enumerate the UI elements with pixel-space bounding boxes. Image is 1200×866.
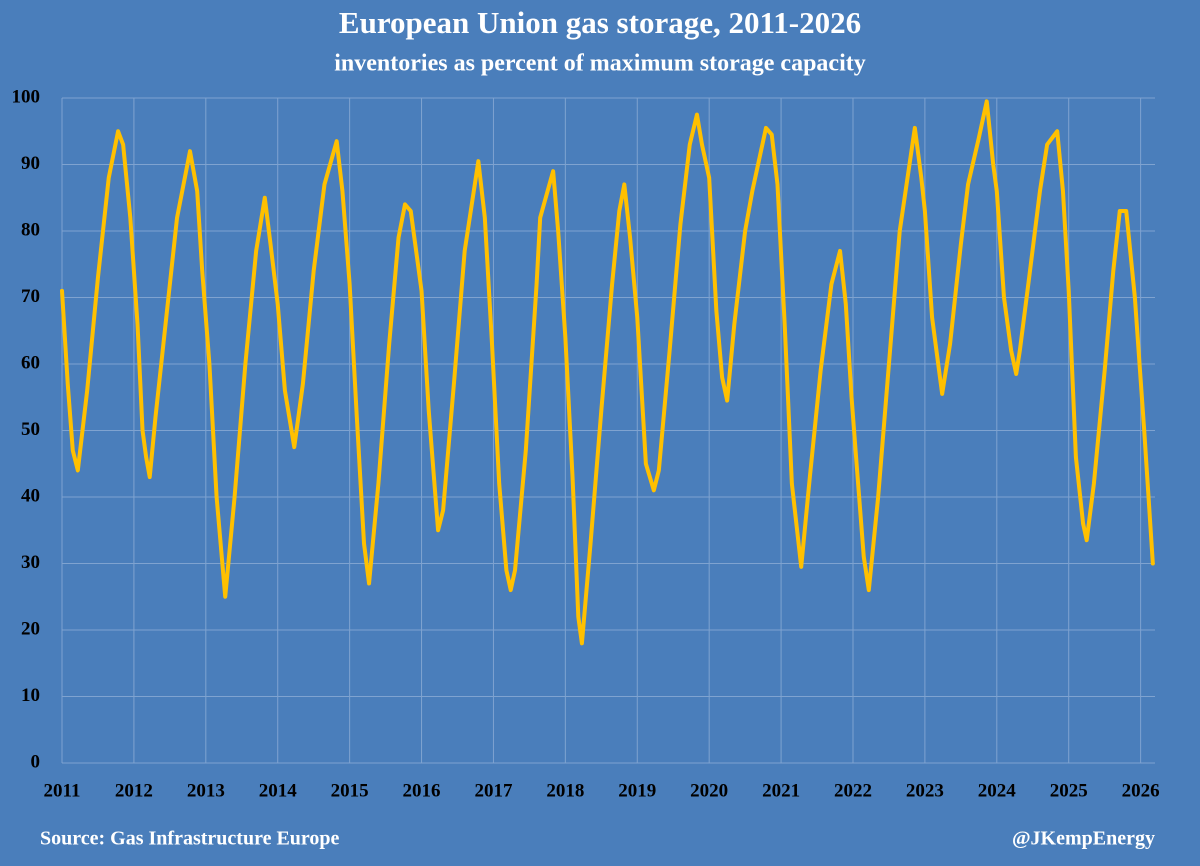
y-tick-label: 30 <box>21 552 40 573</box>
x-tick-label: 2022 <box>834 780 872 801</box>
credit: @JKempEnergy <box>1012 828 1155 850</box>
x-tick-label: 2013 <box>187 780 225 801</box>
x-tick-label: 2016 <box>403 780 441 801</box>
y-tick-label: 80 <box>21 219 40 240</box>
y-tick-label: 0 <box>31 751 41 772</box>
x-tick-label: 2012 <box>115 780 153 801</box>
chart-title: European Union gas storage, 2011-2026 <box>339 5 861 40</box>
x-tick-label: 2021 <box>762 780 800 801</box>
y-tick-label: 70 <box>21 286 40 307</box>
x-tick-label: 2019 <box>618 780 656 801</box>
chart-subtitle: inventories as percent of maximum storag… <box>334 51 865 77</box>
x-tick-label: 2020 <box>690 780 728 801</box>
y-tick-label: 10 <box>21 685 40 706</box>
source-note: Source: Gas Infrastructure Europe <box>40 828 340 850</box>
y-tick-label: 60 <box>21 352 40 373</box>
x-tick-label: 2017 <box>474 780 513 801</box>
y-tick-label: 50 <box>21 419 40 440</box>
x-tick-label: 2018 <box>546 780 584 801</box>
x-tick-label: 2025 <box>1050 780 1088 801</box>
x-tick-label: 2026 <box>1122 780 1160 801</box>
y-tick-label: 40 <box>21 485 40 506</box>
y-tick-label: 20 <box>21 618 40 639</box>
x-tick-label: 2011 <box>44 780 81 801</box>
x-tick-label: 2023 <box>906 780 944 801</box>
x-tick-label: 2014 <box>259 780 298 801</box>
y-tick-label: 100 <box>12 86 41 107</box>
y-tick-label: 90 <box>21 153 40 174</box>
data-line <box>60 99 1155 646</box>
x-tick-label: 2024 <box>978 780 1017 801</box>
x-tick-label: 2015 <box>331 780 369 801</box>
